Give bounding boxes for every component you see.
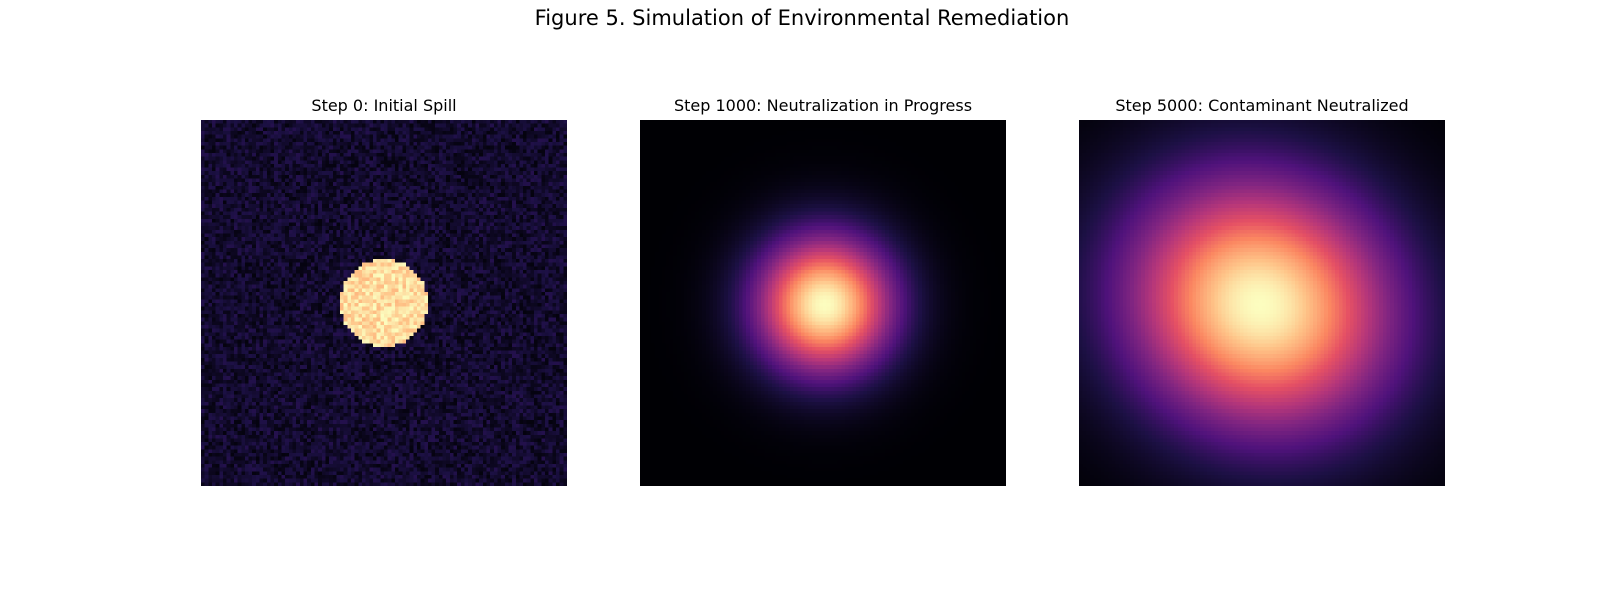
panel-step-1000: Step 1000: Neutralization in Progress bbox=[640, 95, 1006, 486]
panel-step-0: Step 0: Initial Spill bbox=[201, 95, 567, 486]
panel-title-step-5000: Step 5000: Contaminant Neutralized bbox=[1115, 96, 1409, 115]
panel-title-step-0: Step 0: Initial Spill bbox=[311, 96, 457, 115]
heatmap-step-5000 bbox=[1079, 120, 1445, 486]
figure-title: Figure 5. Simulation of Environmental Re… bbox=[534, 6, 1070, 30]
panel-title-step-1000: Step 1000: Neutralization in Progress bbox=[673, 96, 973, 115]
panel-step-5000: Step 5000: Contaminant Neutralized bbox=[1079, 95, 1445, 486]
heatmap-step-0 bbox=[201, 120, 567, 486]
heatmap-step-1000 bbox=[640, 120, 1006, 486]
